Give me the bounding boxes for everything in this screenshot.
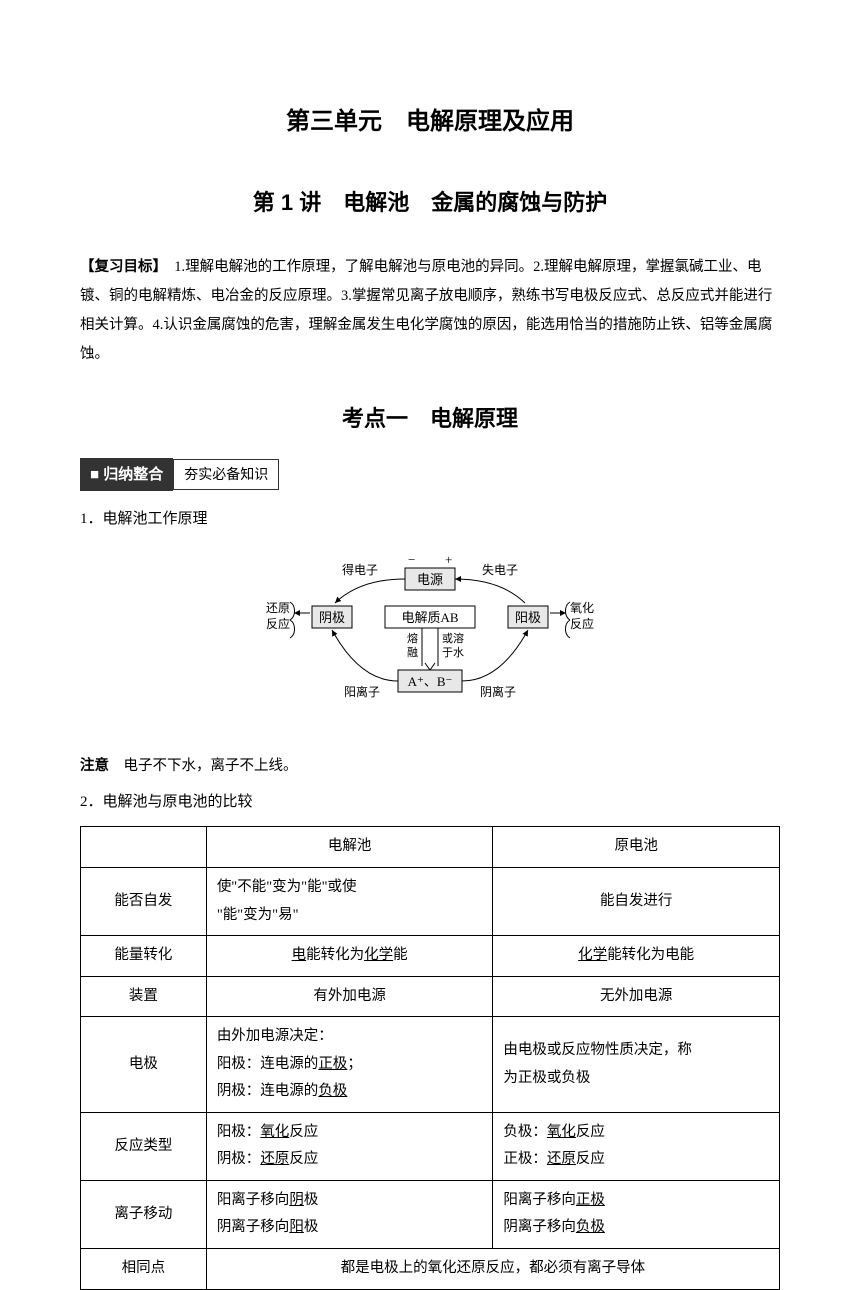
cell: 阳离子移向正极 阴离子移向负极: [493, 1180, 780, 1248]
cell: 化学能转化为电能: [493, 936, 780, 977]
cell: 有外加电源: [206, 976, 493, 1017]
table-row: 相同点 都是电极上的氧化还原反应，都必须有离子导体: [81, 1249, 780, 1290]
cell: 负极：氧化反应 正极：还原反应: [493, 1112, 780, 1180]
cell: 电能转化为化学能: [206, 936, 493, 977]
unit-title: 第三单元 电解原理及应用: [80, 100, 780, 143]
cell: 能自发进行: [493, 868, 780, 936]
header-cell: [81, 827, 207, 868]
cell: 阳极：氧化反应 阴极：还原反应: [206, 1112, 493, 1180]
electrolysis-diagram: 电源 − + 得电子 失电子 阴极 还原 反应 阳极 氧化 反应 电解质AB 熔…: [80, 548, 780, 738]
svg-text:氧化: 氧化: [570, 601, 594, 615]
svg-text:失电子: 失电子: [482, 562, 518, 577]
table-row: 离子移动 阳离子移向阴极 阴离子移向阳极 阳离子移向正极 阴离子移向负极: [81, 1180, 780, 1248]
lecture-title: 第 1 讲 电解池 金属的腐蚀与防护: [80, 183, 780, 223]
table-row: 装置 有外加电源 无外加电源: [81, 976, 780, 1017]
svg-text:得电子: 得电子: [342, 562, 378, 577]
svg-text:或溶: 或溶: [442, 631, 464, 645]
subhead-2: 2．电解池与原电池的比较: [80, 789, 780, 816]
svg-text:电解质AB: 电解质AB: [401, 610, 458, 625]
row-label: 电极: [81, 1017, 207, 1113]
cell: 都是电极上的氧化还原反应，都必须有离子导体: [206, 1249, 779, 1290]
summary-banner: 归纳整合 夯实必备知识: [80, 458, 780, 491]
svg-text:阳极: 阳极: [515, 610, 541, 625]
row-label: 能量转化: [81, 936, 207, 977]
svg-text:还原: 还原: [266, 601, 290, 615]
svg-text:电源: 电源: [417, 572, 443, 587]
svg-text:反应: 反应: [570, 616, 594, 631]
header-cell: 电解池: [206, 827, 493, 868]
objectives-label: 【复习目标】: [80, 259, 160, 275]
row-label: 离子移动: [81, 1180, 207, 1248]
cell: 阳离子移向阴极 阴离子移向阳极: [206, 1180, 493, 1248]
svg-text:于水: 于水: [442, 646, 464, 659]
section-title: 考点一 电解原理: [80, 399, 780, 439]
svg-text:阴离子: 阴离子: [480, 684, 516, 699]
row-label: 反应类型: [81, 1112, 207, 1180]
table-row: 电解池 原电池: [81, 827, 780, 868]
svg-text:A⁺、B⁻: A⁺、B⁻: [408, 674, 453, 689]
cell: 使"不能"变为"能"或使"能"变为"易": [206, 868, 493, 936]
svg-text:−: −: [408, 552, 415, 567]
svg-text:熔: 熔: [407, 631, 418, 645]
cell: 由外加电源决定： 阳极：连电源的正极； 阴极：连电源的负极: [206, 1017, 493, 1113]
cell: 由电极或反应物性质决定，称为正极或负极: [493, 1017, 780, 1113]
row-label: 装置: [81, 976, 207, 1017]
note: 注意 电子不下水，离子不上线。: [80, 753, 780, 779]
banner-dark: 归纳整合: [80, 458, 173, 491]
cell: 无外加电源: [493, 976, 780, 1017]
table-row: 电极 由外加电源决定： 阳极：连电源的正极； 阴极：连电源的负极 由电极或反应物…: [81, 1017, 780, 1113]
table-row: 能量转化 电能转化为化学能 化学能转化为电能: [81, 936, 780, 977]
note-label: 注意: [80, 758, 109, 774]
header-cell: 原电池: [493, 827, 780, 868]
objectives: 【复习目标】 1.理解电解池的工作原理，了解电解池与原电池的异同。2.理解电解原…: [80, 253, 780, 369]
table-row: 能否自发 使"不能"变为"能"或使"能"变为"易" 能自发进行: [81, 868, 780, 936]
svg-text:反应: 反应: [266, 616, 290, 631]
svg-text:+: +: [445, 552, 452, 567]
subhead-1: 1．电解池工作原理: [80, 506, 780, 533]
svg-text:阴极: 阴极: [319, 610, 345, 625]
row-label: 相同点: [81, 1249, 207, 1290]
note-text: 电子不下水，离子不上线。: [109, 758, 298, 774]
objectives-text: 1.理解电解池的工作原理，了解电解池与原电池的异同。2.理解电解原理，掌握氯碱工…: [80, 259, 772, 362]
svg-text:阳离子: 阳离子: [344, 684, 380, 699]
row-label: 能否自发: [81, 868, 207, 936]
table-row: 反应类型 阳极：氧化反应 阴极：还原反应 负极：氧化反应 正极：还原反应: [81, 1112, 780, 1180]
banner-light: 夯实必备知识: [173, 459, 279, 490]
svg-text:融: 融: [407, 646, 418, 659]
comparison-table: 电解池 原电池 能否自发 使"不能"变为"能"或使"能"变为"易" 能自发进行 …: [80, 826, 780, 1289]
